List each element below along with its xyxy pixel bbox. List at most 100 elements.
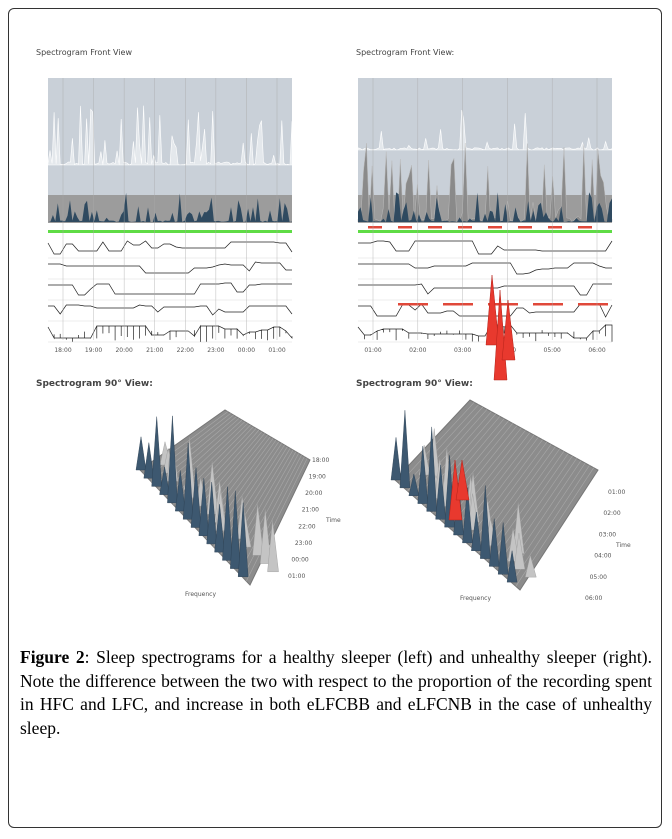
- trace: [48, 304, 293, 316]
- red-seg: [518, 226, 532, 229]
- red-seg: [488, 226, 502, 229]
- time-tick: 20:00: [115, 347, 132, 354]
- time-tick: 02:00: [409, 347, 426, 354]
- surface-line: [246, 458, 308, 582]
- time-tick: 19:00: [309, 474, 326, 481]
- spike: [259, 509, 272, 564]
- caption-text: : Sleep spectrograms for a healthy sleep…: [20, 647, 652, 738]
- elfc-trace: [48, 192, 292, 222]
- edge-spike: [488, 518, 500, 567]
- front-title: Spectrogram Front View: [36, 48, 132, 57]
- surface-line: [238, 454, 302, 574]
- edge-spike: [237, 502, 249, 577]
- red-seg: [398, 303, 428, 306]
- time-tick: 01:00: [268, 347, 285, 354]
- time-tick: 03:00: [599, 531, 616, 538]
- spike: [252, 503, 264, 556]
- hfc-trace: [47, 105, 293, 166]
- time-tick: 20:00: [305, 490, 322, 497]
- axis-label: Time: [615, 542, 631, 549]
- edge-spike: [222, 486, 233, 561]
- time-tick: 01:00: [364, 347, 381, 354]
- edge-spike: [190, 467, 202, 528]
- figure-image: Spectrogram Front View Spectrogram Front…: [36, 48, 631, 602]
- red-spike: [455, 459, 470, 501]
- red-seg: [548, 226, 562, 229]
- time-tick: 21:00: [302, 507, 319, 514]
- red-seg: [488, 303, 518, 306]
- time-tick: 01:00: [608, 489, 625, 496]
- time-tick: 22:00: [298, 523, 315, 530]
- edge-spike: [182, 443, 194, 520]
- edge-spike: [214, 504, 225, 553]
- green-bar: [358, 230, 612, 233]
- caption-label: Figure 2: [20, 647, 85, 667]
- spike: [524, 555, 537, 578]
- time-tick: 06:00: [588, 347, 605, 354]
- view90-title: Spectrogram 90° View:: [36, 379, 153, 389]
- surface-line: [220, 446, 288, 555]
- surface-line: [242, 456, 305, 578]
- red-seg: [368, 226, 382, 229]
- edge-spike: [206, 482, 217, 545]
- time-tick: 03:00: [454, 347, 471, 354]
- trace: [47, 240, 293, 255]
- trace: [358, 303, 613, 318]
- trace: [48, 261, 292, 274]
- time-tick: 06:00: [585, 595, 602, 602]
- edge-spike: [417, 446, 429, 504]
- time-tick: 02:00: [603, 510, 620, 517]
- edge-spike: [143, 442, 155, 479]
- view90-title: Spectrogram 90° View:: [356, 379, 473, 389]
- edge-spike: [435, 464, 446, 520]
- red-seg: [443, 303, 473, 306]
- time-tick: 00:00: [291, 556, 308, 563]
- edge-spike: [167, 415, 178, 504]
- red-seg: [398, 226, 412, 229]
- time-tick: 18:00: [312, 457, 329, 464]
- surface-line: [511, 465, 590, 583]
- red-seg: [428, 226, 442, 229]
- surface-line: [398, 402, 475, 484]
- edge-spike: [408, 473, 420, 496]
- edge-spike: [198, 478, 210, 536]
- edge-spike: [497, 522, 509, 575]
- red-spike: [485, 274, 500, 346]
- surface-line: [448, 430, 526, 528]
- time-tick: 00:00: [238, 347, 255, 354]
- elfc-trace: [358, 192, 612, 222]
- time-tick: 22:00: [177, 347, 194, 354]
- green-bar: [48, 230, 292, 233]
- time-tick: 04:00: [594, 553, 611, 560]
- red-spike: [501, 299, 516, 361]
- time-tick: 05:00: [590, 574, 607, 581]
- edge-spike: [230, 490, 241, 569]
- red-seg: [578, 303, 608, 306]
- lfc-trace: [357, 143, 613, 223]
- axis-label: Frequency: [185, 591, 216, 598]
- edge-spike: [151, 416, 162, 487]
- time-tick: 21:00: [146, 347, 163, 354]
- edge-spike: [159, 466, 170, 495]
- surface-line: [494, 455, 573, 569]
- time-tick: 23:00: [207, 347, 224, 354]
- time-tick: 18:00: [54, 347, 71, 354]
- surface-line: [180, 428, 257, 513]
- trace: [357, 323, 613, 342]
- surface-line: [403, 404, 479, 488]
- edge-spike: [135, 436, 147, 471]
- axis-label: Time: [325, 517, 341, 524]
- trace: [358, 262, 612, 275]
- trace: [358, 240, 613, 255]
- surface-line: [465, 439, 543, 543]
- edge-spike: [390, 437, 402, 481]
- time-tick: 01:00: [288, 573, 305, 580]
- edge-spike: [506, 550, 518, 583]
- figure-frame: [8, 8, 662, 828]
- edge-spike: [462, 487, 473, 544]
- trace: [358, 283, 612, 296]
- surface-line: [194, 434, 268, 528]
- caption: Figure 2: Sleep spectrograms for a healt…: [20, 646, 652, 740]
- trace: [47, 324, 293, 342]
- hfc-trace: [357, 110, 613, 151]
